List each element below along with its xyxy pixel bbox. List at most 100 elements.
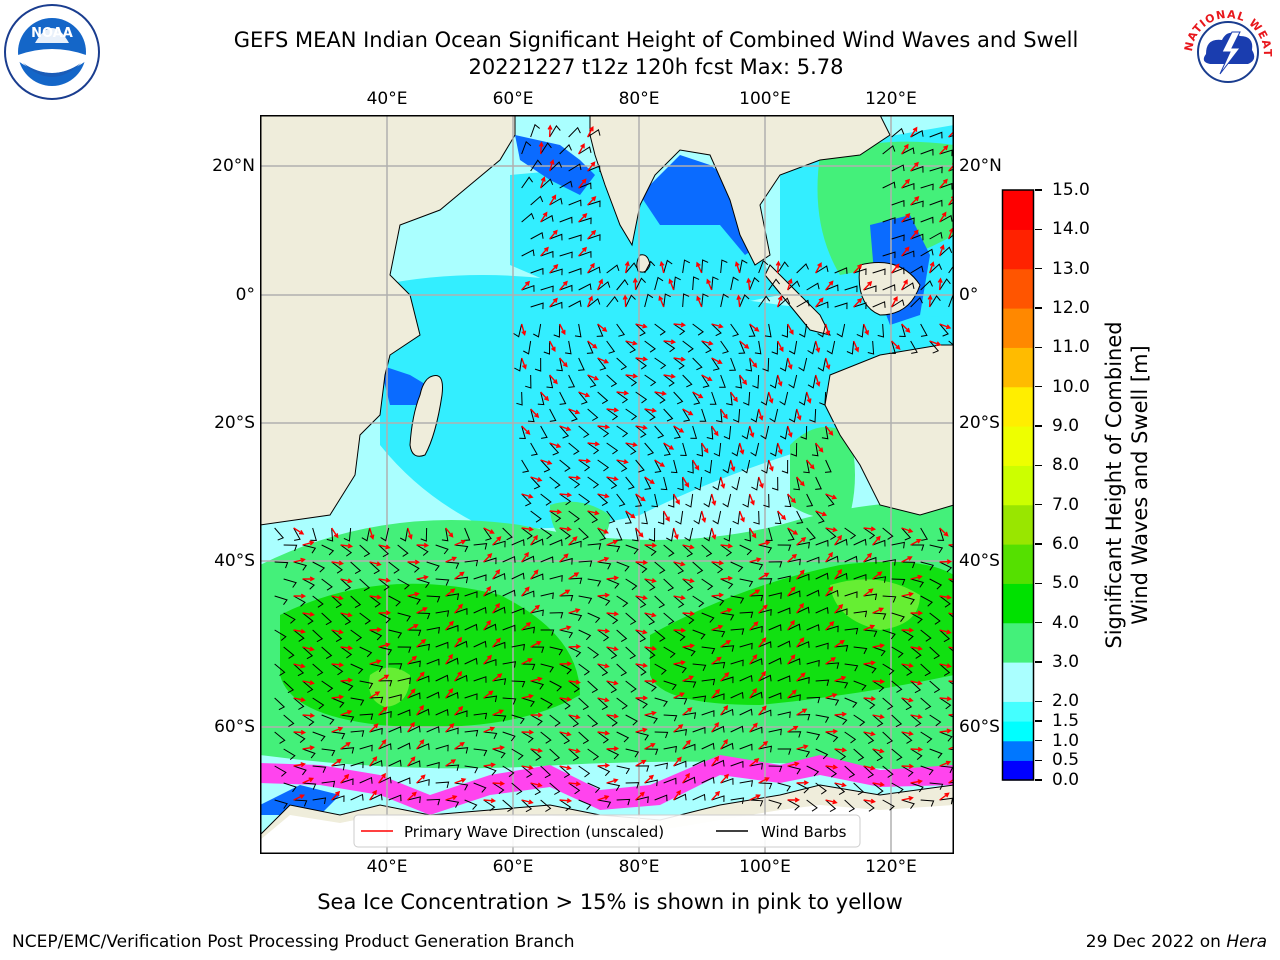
colorbar-bin xyxy=(1003,504,1033,545)
wind-barb xyxy=(692,561,704,575)
wind-barb xyxy=(540,493,552,506)
wind-barb xyxy=(834,608,848,616)
wave-arrow xyxy=(547,124,553,138)
wind-barb xyxy=(867,340,875,355)
wind-barb xyxy=(340,612,352,626)
wave-arrow xyxy=(378,772,386,784)
wave-arrow xyxy=(901,556,913,563)
wind-barb xyxy=(302,612,314,625)
wind-barb xyxy=(690,425,698,439)
wind-barb xyxy=(889,340,896,355)
wind-barb xyxy=(644,260,656,274)
wind-barb xyxy=(872,680,885,693)
wind-barb xyxy=(586,340,594,354)
wind-barb xyxy=(597,595,611,606)
wave-arrow xyxy=(720,738,728,750)
wind-barb xyxy=(293,629,305,642)
wave-arrow xyxy=(597,527,609,534)
wave-arrow xyxy=(549,297,558,308)
wind-barb xyxy=(283,544,298,552)
wave-arrow xyxy=(635,727,648,733)
wind-barb xyxy=(616,279,629,291)
wave-arrow xyxy=(492,745,505,751)
wave-arrow xyxy=(559,425,572,432)
wave-arrow xyxy=(331,527,339,539)
wave-arrow xyxy=(302,646,315,652)
wind-barb xyxy=(815,572,829,580)
wind-barb xyxy=(777,675,791,683)
wind-barb xyxy=(825,765,838,778)
wind-barb xyxy=(939,731,953,742)
wave-arrow xyxy=(863,588,874,597)
wind-barb xyxy=(540,663,555,673)
wave-arrow xyxy=(549,264,559,274)
wind-barb xyxy=(350,595,362,609)
wave-arrow xyxy=(720,705,729,716)
wind-barb xyxy=(768,799,782,809)
wind-barb xyxy=(463,527,471,541)
wind-barb xyxy=(397,677,411,685)
wave-arrow xyxy=(521,493,534,499)
wind-barb xyxy=(682,374,693,388)
wind-barb xyxy=(549,748,561,762)
wind-barb xyxy=(738,340,746,354)
wind-barb xyxy=(882,765,894,778)
wave-arrow xyxy=(815,297,824,308)
wind-barb xyxy=(302,646,314,660)
wave-arrow xyxy=(407,721,415,733)
wind-barb xyxy=(720,578,734,590)
wind-barb xyxy=(899,323,906,338)
wave-arrow xyxy=(939,527,949,537)
wind-barb xyxy=(635,765,650,772)
wave-arrow xyxy=(293,557,306,563)
wind-barb xyxy=(473,676,487,683)
wind-barb xyxy=(764,323,772,338)
wind-barb xyxy=(549,233,563,241)
wave-arrow xyxy=(939,145,949,155)
wind-barb xyxy=(730,323,740,337)
wind-barb xyxy=(720,544,733,557)
wave-arrow xyxy=(635,323,648,329)
wind-barb xyxy=(616,323,626,337)
wave-arrow xyxy=(749,557,762,563)
wind-barb xyxy=(597,629,610,642)
wind-barb xyxy=(739,780,753,787)
wind-barb xyxy=(340,544,353,557)
legend-box xyxy=(353,814,861,848)
wind-barb xyxy=(711,595,725,606)
wind-barb xyxy=(910,612,923,624)
wind-barb xyxy=(559,284,573,292)
wind-barb xyxy=(788,408,798,423)
wind-barb xyxy=(701,578,714,591)
wind-barb xyxy=(692,357,703,371)
wind-barb xyxy=(502,624,516,632)
wind-barb xyxy=(416,544,429,556)
top-lon-label-60e: 60°E xyxy=(492,89,534,109)
wave-arrow xyxy=(340,543,354,549)
wave-arrow xyxy=(378,577,391,583)
colorbar-title: Significant Height of Combined Wind Wave… xyxy=(1101,275,1153,695)
wind-barb xyxy=(483,557,497,565)
wave-arrow xyxy=(749,621,759,631)
wave-arrow xyxy=(445,723,455,733)
wind-barb xyxy=(920,148,934,156)
wind-barb xyxy=(568,476,581,489)
map-legend: Primary Wave Direction (unscaled) Wind B… xyxy=(353,814,861,848)
wind-barb xyxy=(321,646,333,660)
wave-arrow xyxy=(682,408,694,416)
wave-arrow xyxy=(302,777,315,784)
wind-barb xyxy=(274,527,285,541)
wind-barb xyxy=(597,765,611,777)
wind-barb xyxy=(711,795,725,802)
wind-barb xyxy=(863,629,878,638)
wave-arrow xyxy=(777,510,787,521)
wind-barb xyxy=(534,357,542,372)
wave-arrow xyxy=(939,629,952,635)
wave-arrow xyxy=(407,655,418,665)
wind-barb xyxy=(369,629,383,641)
wave-arrow xyxy=(825,586,834,597)
wave-arrow xyxy=(635,527,644,538)
wind-barb xyxy=(790,442,798,457)
wind-barb xyxy=(625,714,638,726)
wave-arrow xyxy=(549,340,556,353)
